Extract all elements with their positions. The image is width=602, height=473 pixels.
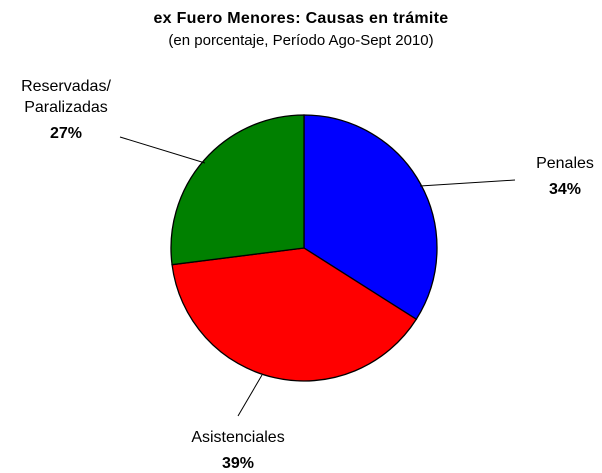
pie-slice-penales bbox=[303, 114, 438, 321]
slice-label: Paralizadas bbox=[24, 99, 108, 116]
leader-line bbox=[119, 136, 206, 164]
slice-label: Penales bbox=[536, 155, 594, 172]
slice-label: Asistenciales bbox=[191, 429, 284, 446]
chart-title: ex Fuero Menores: Causas en trámite bbox=[153, 10, 449, 27]
leader-line bbox=[419, 179, 516, 187]
slice-value-label: 27% bbox=[50, 125, 82, 142]
leader-line bbox=[237, 374, 263, 417]
pie-slice-reservadas-paralizadas bbox=[170, 114, 305, 266]
chart-subtitle: (en porcentaje, Período Ago-Sept 2010) bbox=[168, 32, 434, 49]
slice-value-label: 34% bbox=[549, 181, 581, 198]
pie-slice-asistenciales bbox=[171, 247, 418, 382]
slice-value-label: 39% bbox=[222, 455, 254, 472]
slice-label: Reservadas/ bbox=[21, 78, 111, 95]
